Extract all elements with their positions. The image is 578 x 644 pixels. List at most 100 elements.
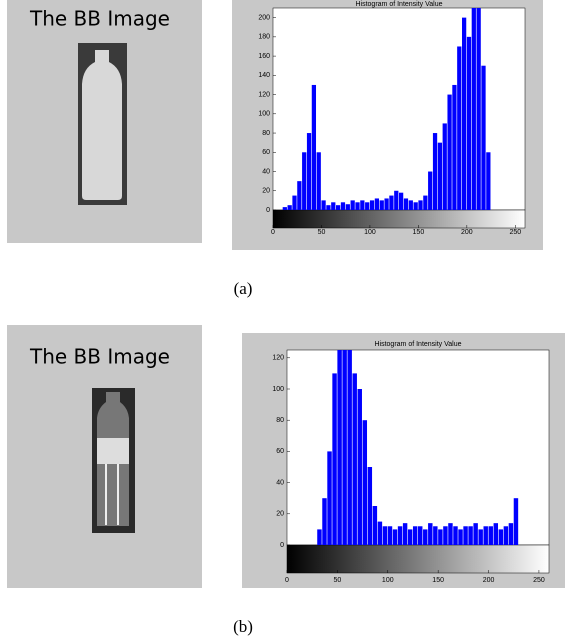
bar [317, 529, 322, 545]
y-tick-label: 120 [258, 91, 270, 98]
bar [433, 526, 438, 545]
y-tick-label: 80 [276, 417, 284, 424]
y-tick-label: 180 [258, 34, 270, 41]
bar [408, 200, 413, 210]
bar [357, 389, 362, 545]
colorbar [272, 209, 526, 229]
bar [340, 202, 346, 210]
bar [345, 204, 350, 210]
bar [483, 526, 488, 545]
bar [331, 202, 336, 210]
y-tick-label: 0 [266, 207, 270, 214]
bar [321, 200, 326, 210]
bar [387, 526, 393, 545]
bar [453, 526, 458, 545]
bar [287, 205, 292, 210]
bar [452, 84, 457, 210]
bar [342, 350, 347, 545]
bar [493, 523, 499, 545]
bar [463, 526, 468, 545]
bar [350, 200, 355, 210]
bar [478, 529, 483, 545]
bar [367, 467, 373, 545]
y-tick-label: 140 [258, 72, 270, 79]
bar [423, 529, 428, 545]
bottle [82, 50, 122, 200]
y-tick-label: 20 [276, 511, 284, 518]
bar [503, 526, 509, 545]
bottle-label [97, 438, 129, 464]
bar [327, 451, 332, 545]
bar [322, 498, 327, 545]
x-tick-label: 250 [533, 577, 545, 584]
y-tick-label: 0 [280, 542, 284, 549]
bar [413, 202, 418, 210]
bar [282, 207, 287, 210]
bar [437, 142, 443, 210]
x-tick-label: 100 [382, 577, 394, 584]
bar [448, 523, 453, 545]
bar [443, 526, 448, 545]
bar [508, 523, 514, 545]
x-tick-label: 100 [364, 229, 376, 236]
y-tick-label: 40 [276, 479, 284, 486]
bars [282, 8, 491, 210]
bar [394, 190, 399, 210]
bar [336, 205, 341, 210]
y-tick-label: 60 [276, 448, 284, 455]
caption: (b) [233, 617, 253, 636]
x-tick-label: 0 [285, 577, 289, 584]
bar [397, 526, 403, 545]
bar [377, 521, 383, 545]
y-tick-label: 100 [258, 111, 270, 118]
bar [332, 373, 337, 545]
bar [355, 202, 360, 210]
x-tick-label: 0 [271, 229, 275, 236]
bar [392, 529, 398, 545]
bar [498, 529, 504, 545]
chart-title: Histogram of Intensity Value [374, 341, 461, 348]
chart-title: Histogram of Intensity Value [355, 1, 442, 8]
bar [399, 192, 404, 210]
bar [352, 373, 357, 545]
bar [382, 526, 388, 545]
bar [379, 200, 384, 210]
bar [412, 526, 418, 545]
bar [473, 523, 478, 545]
y-tick-label: 20 [262, 188, 270, 195]
bar [481, 65, 486, 210]
x-tick-label: 200 [461, 229, 473, 236]
x-tick-label: 50 [318, 229, 326, 236]
caption: (a) [234, 279, 253, 298]
image-title: The BB Image [29, 7, 170, 31]
bar [374, 198, 380, 210]
bar [311, 84, 317, 210]
bar [488, 526, 493, 545]
bar [418, 526, 423, 545]
colorbar [286, 544, 550, 574]
bar [476, 8, 481, 210]
y-tick-label: 200 [258, 14, 270, 21]
bar [372, 506, 378, 545]
bar [471, 8, 476, 210]
image-title: The BB Image [29, 345, 170, 369]
x-tick-label: 200 [483, 577, 495, 584]
x-tick-label: 250 [509, 229, 521, 236]
bar [389, 195, 394, 210]
bar [292, 195, 297, 210]
bar [403, 198, 409, 210]
bar [438, 529, 443, 545]
bar [513, 498, 519, 545]
bar [458, 529, 463, 545]
bar [428, 171, 433, 210]
bar [306, 133, 312, 210]
bar [407, 529, 413, 545]
bar [362, 420, 368, 545]
bar [418, 200, 423, 210]
bar [365, 202, 370, 210]
bar [466, 36, 472, 210]
bar [326, 205, 331, 210]
y-tick-label: 40 [262, 168, 270, 175]
y-tick-label: 80 [262, 130, 270, 137]
